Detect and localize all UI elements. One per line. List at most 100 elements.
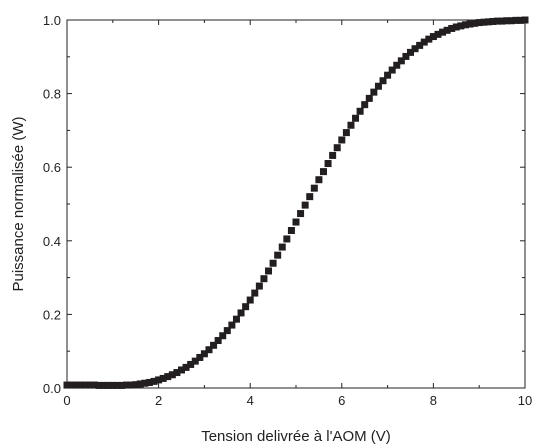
data-point bbox=[379, 77, 387, 85]
data-point bbox=[173, 369, 181, 377]
data-point bbox=[507, 17, 515, 25]
data-point bbox=[200, 350, 208, 358]
data-point bbox=[205, 346, 213, 354]
data-point bbox=[95, 381, 103, 389]
data-point bbox=[246, 296, 254, 304]
data-point bbox=[127, 381, 135, 389]
data-point bbox=[315, 176, 323, 184]
data-points bbox=[63, 16, 529, 389]
data-point bbox=[374, 82, 382, 90]
data-point bbox=[182, 363, 190, 371]
data-point bbox=[397, 57, 405, 65]
data-point bbox=[150, 377, 158, 385]
data-point bbox=[471, 19, 479, 27]
data-point bbox=[352, 114, 360, 122]
data-point bbox=[466, 20, 474, 28]
data-point bbox=[361, 101, 369, 109]
data-point bbox=[306, 193, 314, 201]
data-point bbox=[292, 218, 300, 226]
x-tick-label: 4 bbox=[247, 393, 254, 408]
data-point bbox=[77, 381, 85, 389]
data-point bbox=[196, 353, 204, 361]
data-point bbox=[269, 259, 277, 267]
data-point bbox=[132, 381, 140, 389]
data-point bbox=[145, 378, 153, 386]
data-point bbox=[452, 23, 460, 31]
data-point bbox=[113, 381, 121, 389]
data-point bbox=[365, 94, 373, 102]
data-point bbox=[494, 17, 502, 25]
data-point bbox=[429, 33, 437, 41]
data-point bbox=[123, 381, 131, 389]
data-point bbox=[484, 18, 492, 26]
data-point bbox=[489, 17, 497, 25]
data-point bbox=[439, 28, 447, 36]
y-tick-label: 0.6 bbox=[43, 160, 61, 175]
x-tick-label: 2 bbox=[155, 393, 162, 408]
data-point bbox=[278, 243, 286, 251]
data-point bbox=[214, 337, 222, 345]
data-point bbox=[228, 321, 236, 329]
data-point bbox=[388, 66, 396, 74]
data-point bbox=[274, 251, 282, 259]
x-tick-label: 10 bbox=[518, 393, 532, 408]
data-point bbox=[310, 184, 318, 192]
data-point bbox=[81, 381, 89, 389]
data-point bbox=[242, 303, 250, 311]
data-point bbox=[297, 210, 305, 218]
data-point bbox=[210, 341, 218, 349]
data-point bbox=[333, 144, 341, 152]
data-point bbox=[347, 121, 355, 129]
y-tick-label: 1.0 bbox=[43, 13, 61, 28]
data-point bbox=[100, 381, 108, 389]
data-point bbox=[104, 381, 112, 389]
data-point bbox=[237, 309, 245, 317]
data-point bbox=[164, 373, 172, 381]
data-point bbox=[356, 107, 364, 115]
data-point bbox=[287, 226, 295, 234]
data-point bbox=[178, 366, 185, 374]
data-point bbox=[191, 357, 199, 365]
data-point bbox=[338, 136, 346, 144]
data-point bbox=[416, 41, 424, 49]
data-point bbox=[402, 52, 410, 60]
data-point bbox=[301, 201, 309, 209]
data-point bbox=[283, 235, 291, 243]
y-tick-label: 0.8 bbox=[43, 87, 61, 102]
data-point bbox=[255, 282, 263, 290]
data-point bbox=[457, 22, 465, 30]
data-point bbox=[384, 71, 392, 79]
x-tick-label: 0 bbox=[63, 393, 70, 408]
data-point bbox=[118, 381, 126, 389]
data-point bbox=[420, 38, 428, 46]
data-point bbox=[329, 151, 337, 159]
data-point bbox=[168, 371, 176, 379]
x-tick-label: 8 bbox=[430, 393, 437, 408]
y-tick-label: 0.2 bbox=[43, 307, 61, 322]
x-axis-title: Tension delivrée à l'AOM (V) bbox=[201, 428, 391, 445]
y-axis-title: Puissance normalisée (W) bbox=[10, 116, 27, 291]
data-point bbox=[393, 61, 401, 69]
axis-ticks: 0 2 4 6 8 10 0.0 0.2 0.4 0.6 0.8 1.0 bbox=[43, 13, 532, 408]
data-point bbox=[223, 327, 231, 335]
y-tick-label: 0.4 bbox=[43, 234, 61, 249]
plot-frame bbox=[66, 19, 526, 389]
data-point bbox=[407, 48, 414, 56]
data-point bbox=[434, 30, 442, 38]
data-point bbox=[411, 45, 419, 53]
data-point bbox=[448, 24, 456, 32]
data-point bbox=[342, 129, 350, 137]
data-point bbox=[68, 381, 76, 389]
data-point bbox=[187, 360, 195, 368]
data-point bbox=[480, 18, 488, 26]
data-point bbox=[425, 35, 433, 43]
data-point bbox=[219, 332, 227, 340]
data-point bbox=[443, 26, 451, 34]
data-point bbox=[503, 17, 511, 25]
data-point bbox=[86, 381, 94, 389]
data-point bbox=[324, 160, 332, 168]
data-point bbox=[159, 374, 167, 382]
data-point bbox=[265, 267, 273, 275]
data-point bbox=[370, 88, 378, 96]
